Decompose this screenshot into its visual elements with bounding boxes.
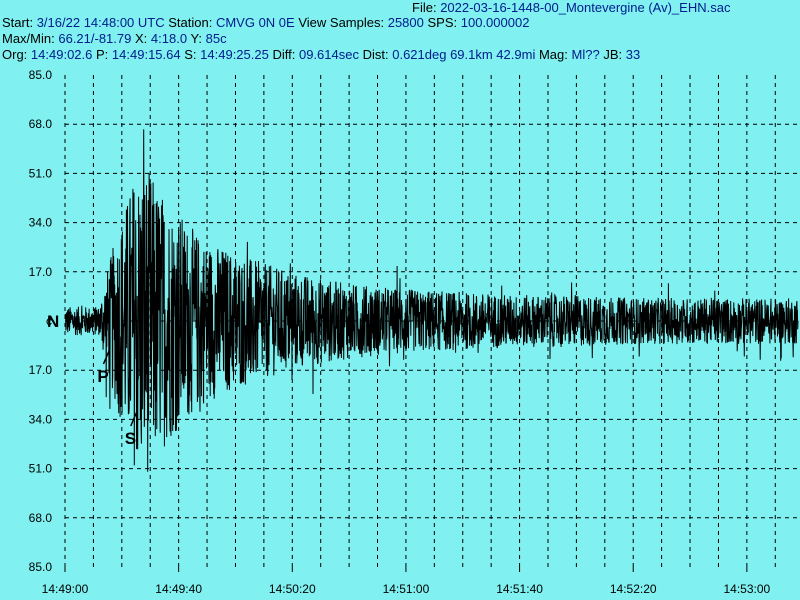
pick-label-S: S <box>125 429 136 448</box>
x-tick-label: 14:49:00 <box>42 582 89 596</box>
y-value: 85c <box>205 31 227 46</box>
y-tick-label: 17.0 <box>29 363 53 377</box>
s-label: S: <box>184 47 197 62</box>
org-label: Org: <box>2 47 28 62</box>
y-tick-label: 68.0 <box>29 117 53 131</box>
trace-line <box>64 129 799 472</box>
y-tick-label: 17.0 <box>29 265 53 279</box>
x-tick-label: 14:49:40 <box>155 582 202 596</box>
sps-label: SPS: <box>427 15 458 30</box>
x-tick-label: 14:50:20 <box>269 582 316 596</box>
x-tick-label: 14:53:00 <box>724 582 771 596</box>
y-tick-label: 34.0 <box>29 216 53 230</box>
file-line: File: 2022-03-16-1448-00_Montevergine (A… <box>412 0 730 16</box>
y-tick-label: 68.0 <box>29 511 53 525</box>
station-label: Station: <box>168 15 213 30</box>
file-label: File: <box>412 0 437 15</box>
y-tick-label: 51.0 <box>29 166 53 180</box>
grid <box>64 75 798 567</box>
diff-label: Diff: <box>272 47 296 62</box>
y-label: Y: <box>190 31 203 46</box>
x-tick-label: 14:52:20 <box>610 582 657 596</box>
start-label: Start: <box>2 15 34 30</box>
org-line: Org: 14:49:02.6 P: 14:49:15.64 S: 14:49:… <box>2 47 640 63</box>
pick-arrow <box>102 349 111 365</box>
x-tick-label: 14:51:40 <box>496 582 543 596</box>
file-name: 2022-03-16-1448-00_Montevergine (Av)_EHN… <box>440 0 731 15</box>
picks: PS <box>97 349 138 448</box>
x-label: X: <box>135 31 148 46</box>
x-tick-label: 14:51:00 <box>383 582 430 596</box>
p-value: 14:49:15.64 <box>111 47 181 62</box>
y-tick-label: 85.0 <box>29 68 53 82</box>
station-value: CMVG 0N 0E <box>215 15 295 30</box>
view-samples-value: 25800 <box>387 15 424 30</box>
center-marker: N <box>47 312 59 331</box>
s-value: 14:49:25.25 <box>200 47 269 62</box>
dist-label: Dist: <box>362 47 389 62</box>
jb-value: 33 <box>625 47 641 62</box>
mag-value: Ml?? <box>571 47 600 62</box>
maxmin-value: 66.21/-81.79 <box>58 31 132 46</box>
sps-value: 100.000002 <box>460 15 530 30</box>
y-tick-label: c <box>46 314 52 328</box>
start-line: Start: 3/16/22 14:48:00 UTC Station: CMV… <box>2 15 529 31</box>
org-value: 14:49:02.6 <box>30 47 93 62</box>
pick-label-P: P <box>97 367 108 386</box>
y-tick-label: 34.0 <box>29 412 53 426</box>
maxmin-label: Max/Min: <box>2 31 55 46</box>
start-value: 3/16/22 14:48:00 UTC <box>36 15 165 30</box>
maxmin-line: Max/Min: 66.21/-81.79 X: 4:18.0 Y: 85c <box>2 31 227 47</box>
view-samples-label: View Samples: <box>298 15 385 30</box>
dist-value: 0.621deg 69.1km 42.9mi <box>392 47 536 62</box>
y-axis-labels: 85.0 68.0 51.0 34.0 17.0 c 17.0 34.0 51.0 68.0 85.… <box>29 68 53 574</box>
pick-arrow <box>130 411 138 427</box>
trace-layer <box>64 129 799 472</box>
mag-label: Mag: <box>538 47 568 62</box>
jb-label: JB: <box>603 47 623 62</box>
y-tick-label: 85.0 <box>29 560 53 574</box>
x-value: 4:18.0 <box>150 31 188 46</box>
p-label: P: <box>96 47 109 62</box>
x-axis-labels: 14:49:00 14:49:40 14:50:20 14:51:00 14:51:40… <box>42 567 771 596</box>
diff-value: 09.614sec <box>298 47 359 62</box>
y-tick-label: 51.0 <box>29 462 53 476</box>
